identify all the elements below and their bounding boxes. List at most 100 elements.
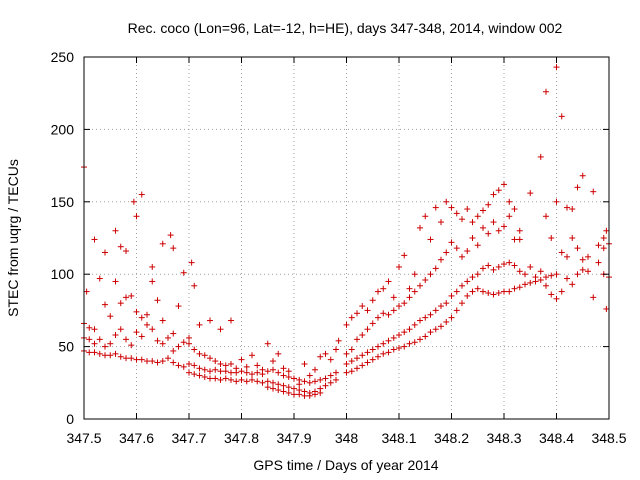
- data-point: [133, 329, 140, 336]
- data-point: [348, 368, 355, 375]
- data-point: [401, 300, 408, 307]
- data-point: [154, 359, 161, 366]
- data-point: [91, 340, 98, 347]
- data-point: [191, 346, 198, 353]
- x-tick-label: 348.1: [381, 430, 416, 446]
- data-point: [270, 366, 276, 373]
- data-point: [548, 235, 555, 241]
- data-point: [102, 249, 108, 256]
- data-point: [448, 204, 455, 211]
- data-point: [406, 340, 413, 347]
- data-point: [516, 284, 523, 291]
- data-point: [380, 285, 387, 292]
- data-point: [516, 236, 523, 243]
- data-point: [285, 374, 292, 381]
- data-point: [333, 346, 339, 353]
- data-point: [291, 391, 297, 398]
- data-point: [522, 271, 528, 278]
- data-point: [306, 379, 313, 386]
- data-point: [280, 388, 287, 395]
- data-point: [417, 317, 423, 324]
- data-point: [490, 191, 497, 198]
- data-point: [159, 240, 166, 247]
- data-point: [600, 235, 607, 241]
- data-point: [537, 153, 544, 160]
- data-point: [312, 366, 318, 373]
- data-point: [86, 349, 93, 356]
- data-point: [516, 268, 523, 275]
- data-point: [117, 353, 124, 360]
- data-point: [123, 248, 129, 255]
- data-point: [579, 256, 586, 263]
- data-point: [396, 303, 402, 310]
- data-point: [170, 330, 177, 337]
- data-point: [390, 346, 397, 353]
- data-point: [254, 369, 261, 376]
- data-point: [149, 278, 156, 285]
- data-point: [522, 281, 528, 288]
- data-point: [243, 378, 250, 385]
- y-tick-label: 150: [51, 194, 75, 210]
- data-point: [464, 292, 471, 299]
- data-point: [170, 359, 177, 366]
- data-point: [411, 288, 418, 295]
- data-point: [480, 265, 486, 272]
- data-point: [217, 376, 224, 383]
- data-point: [543, 282, 549, 289]
- data-point: [107, 340, 114, 347]
- data-point: [249, 376, 255, 383]
- data-point: [385, 311, 392, 318]
- data-point: [396, 332, 402, 339]
- data-point: [406, 326, 413, 333]
- data-point: [464, 278, 471, 285]
- data-point: [603, 305, 610, 312]
- data-point: [191, 362, 198, 369]
- data-point: [228, 360, 234, 367]
- data-point: [438, 256, 444, 263]
- data-point: [107, 313, 114, 320]
- data-point: [438, 323, 444, 330]
- data-point: [285, 389, 292, 396]
- data-point: [301, 392, 308, 399]
- data-point: [222, 375, 229, 382]
- data-point: [296, 376, 303, 383]
- data-point: [369, 320, 376, 327]
- data-point: [333, 369, 339, 376]
- data-point: [212, 358, 219, 365]
- data-point: [112, 227, 119, 234]
- data-point: [165, 334, 171, 341]
- data-point: [474, 271, 481, 278]
- data-point: [128, 292, 135, 299]
- data-point: [480, 224, 486, 231]
- data-point: [296, 391, 303, 398]
- data-point: [191, 371, 198, 378]
- data-point: [207, 368, 213, 375]
- data-point: [574, 184, 581, 191]
- data-points: [81, 64, 612, 399]
- data-point: [154, 297, 161, 304]
- data-point: [474, 213, 481, 220]
- data-point: [543, 274, 549, 281]
- data-point: [369, 346, 376, 353]
- data-point: [322, 382, 329, 389]
- data-point: [317, 376, 324, 383]
- data-point: [480, 207, 486, 214]
- data-point: [590, 294, 597, 301]
- data-point: [506, 198, 513, 205]
- data-point: [422, 213, 429, 220]
- data-point: [427, 271, 434, 278]
- data-point: [432, 265, 439, 272]
- data-point: [406, 285, 413, 292]
- data-point: [427, 236, 434, 243]
- data-point: [317, 389, 324, 396]
- data-point: [364, 359, 371, 366]
- data-point: [217, 368, 224, 375]
- data-point: [222, 362, 229, 369]
- data-point: [422, 314, 429, 321]
- data-point: [501, 288, 507, 295]
- data-point: [165, 355, 171, 362]
- data-point: [527, 263, 534, 270]
- data-point: [558, 249, 565, 256]
- data-point: [359, 303, 366, 310]
